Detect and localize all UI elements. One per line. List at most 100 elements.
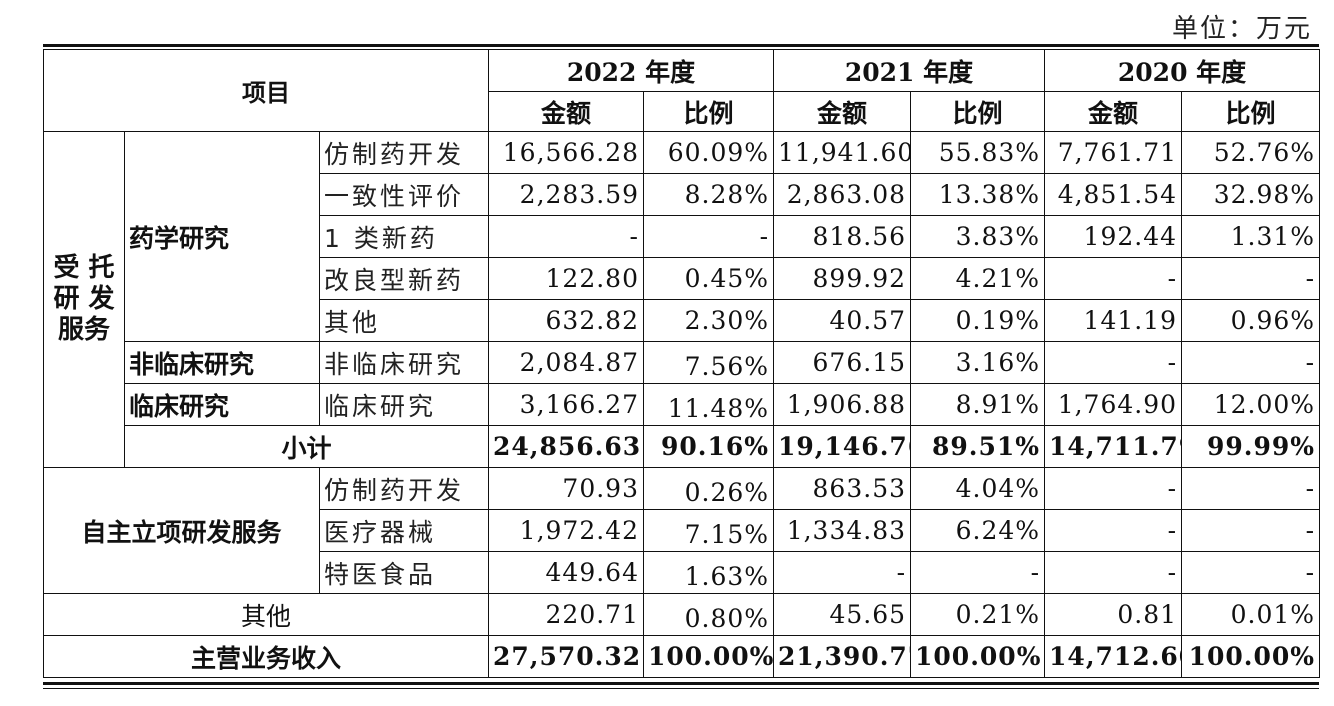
group-nonclinical: 非临床研究 <box>124 341 320 384</box>
cell: - <box>1044 341 1183 384</box>
sub-item: 临床研究 <box>319 383 489 426</box>
group-pharma: 药学研究 <box>124 131 320 342</box>
table-row: 1 类新药 - - 818.56 3.83% 192.44 1.31% <box>44 215 1321 258</box>
section-contract-rd: 受 托 研 发 服务 <box>43 131 125 468</box>
top-rule <box>43 44 1319 47</box>
cell: 12.00% <box>1181 383 1321 426</box>
table-row: 临床研究 临床研究 3,166.27 11.48% 1,906.88 8.91%… <box>44 383 1321 426</box>
cell: 2.30% <box>642 299 775 342</box>
cell: 3,166.27 <box>488 383 644 426</box>
col-amount: 金额 <box>1044 91 1183 132</box>
cell: 100.00% <box>642 635 775 678</box>
cell: - <box>773 551 912 594</box>
cell: 19,146.76 <box>773 425 912 468</box>
cell: - <box>1181 467 1321 510</box>
cell: 32.98% <box>1181 173 1321 216</box>
year-2020: 2020 年度 <box>1044 49 1321 92</box>
cell: 2,084.87 <box>488 341 644 384</box>
cell: 52.76% <box>1181 131 1321 174</box>
cell: 1.31% <box>1181 215 1321 258</box>
sub-item: 1 类新药 <box>319 215 489 258</box>
cell: 899.92 <box>773 257 912 300</box>
cell: 220.71 <box>488 593 644 636</box>
cell: - <box>910 551 1046 594</box>
cell: 21,390.77 <box>773 635 912 678</box>
sub-item: 医疗器械 <box>319 509 489 552</box>
sub-item: 特医食品 <box>319 551 489 594</box>
cell: 7.15% <box>642 509 775 552</box>
col-ratio: 比例 <box>910 91 1046 132</box>
cell: 1,334.83 <box>773 509 912 552</box>
cell: 3.83% <box>910 215 1046 258</box>
year-2022: 2022 年度 <box>487 49 775 92</box>
year-2021: 2021 年度 <box>773 49 1046 92</box>
cell: 45.65 <box>773 593 912 636</box>
cell: - <box>642 215 775 258</box>
cell: - <box>1044 257 1183 300</box>
cell: 3.16% <box>910 341 1046 384</box>
cell: - <box>1181 551 1321 594</box>
cell: 0.81 <box>1044 593 1183 636</box>
cell: 863.53 <box>773 467 912 510</box>
table-row: 受 托 研 发 服务 药学研究 仿制药开发 16,566.28 60.09% 1… <box>43 131 1321 468</box>
cell: 8.91% <box>910 383 1046 426</box>
cell: 90.16% <box>642 425 775 468</box>
cell: 0.96% <box>1181 299 1321 342</box>
total-row: 主营业务收入 27,570.32 100.00% 21,390.77 100.0… <box>43 635 1321 678</box>
cell: 2,863.08 <box>773 173 912 216</box>
header-item: 项目 <box>43 49 489 132</box>
cell: 7.56% <box>642 341 775 384</box>
subtotal-label: 小计 <box>124 425 489 468</box>
cell: 100.00% <box>910 635 1046 678</box>
col-ratio: 比例 <box>642 91 775 132</box>
bottom-rule-thin <box>43 688 1319 689</box>
cell: 0.19% <box>910 299 1046 342</box>
cell: 0.26% <box>642 467 775 510</box>
cell: 14,712.60 <box>1044 635 1183 678</box>
table-row: 其他 220.71 0.80% 45.65 0.21% 0.81 0.01% <box>43 593 1321 636</box>
cell: 122.80 <box>488 257 644 300</box>
cell: 6.24% <box>910 509 1046 552</box>
cell: 8.28% <box>642 173 775 216</box>
sub-item: 改良型新药 <box>319 257 489 300</box>
cell: - <box>1044 551 1183 594</box>
other-label: 其他 <box>43 593 489 636</box>
cell: 11,941.60 <box>773 131 912 174</box>
header-row-years: 项目 2022 年度 2021 年度 2020 年度 <box>43 49 1321 132</box>
cell: - <box>1181 257 1321 300</box>
table-row: 非临床研究 非临床研究 2,084.87 7.56% 676.15 3.16% … <box>44 341 1321 384</box>
cell: 2,283.59 <box>488 173 644 216</box>
sub-item: 非临床研究 <box>319 341 489 384</box>
cell: 1,906.88 <box>773 383 912 426</box>
cell: 1.63% <box>642 551 775 594</box>
cell: 70.93 <box>488 467 644 510</box>
cell: 55.83% <box>910 131 1046 174</box>
cell: - <box>1044 467 1183 510</box>
cell: 4.04% <box>910 467 1046 510</box>
cell: - <box>488 215 644 258</box>
cell: 11.48% <box>642 383 775 426</box>
cell: 676.15 <box>773 341 912 384</box>
sub-item: 其他 <box>319 299 489 342</box>
table-row: 其他 632.82 2.30% 40.57 0.19% 141.19 0.96% <box>44 299 1321 342</box>
group-clinical: 临床研究 <box>124 383 320 426</box>
cell: 449.64 <box>488 551 644 594</box>
cell: 24,856.63 <box>488 425 644 468</box>
cell: 818.56 <box>773 215 912 258</box>
cell: 40.57 <box>773 299 912 342</box>
cell: 4,851.54 <box>1044 173 1183 216</box>
sub-item: 仿制药开发 <box>319 131 489 174</box>
col-amount: 金额 <box>773 91 912 132</box>
cell: 141.19 <box>1044 299 1183 342</box>
cell: 0.45% <box>642 257 775 300</box>
cell: - <box>1181 509 1321 552</box>
cell: 1,764.90 <box>1044 383 1183 426</box>
cell: 27,570.32 <box>488 635 644 678</box>
cell: - <box>1044 509 1183 552</box>
cell: 16,566.28 <box>488 131 644 174</box>
total-label: 主营业务收入 <box>43 635 489 678</box>
cell: 14,711.79 <box>1044 425 1183 468</box>
bottom-rule <box>43 682 1319 685</box>
cell: 1,972.42 <box>488 509 644 552</box>
col-amount: 金额 <box>488 91 644 132</box>
